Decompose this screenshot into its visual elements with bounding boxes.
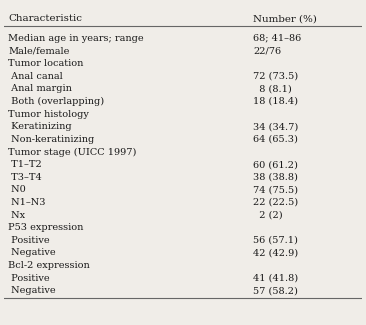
Text: N0: N0	[8, 185, 26, 194]
Text: Anal canal: Anal canal	[8, 72, 63, 81]
Text: 41 (41.8): 41 (41.8)	[253, 274, 298, 283]
Text: Tumor location: Tumor location	[8, 59, 83, 68]
Text: 56 (57.1): 56 (57.1)	[253, 236, 298, 245]
Text: P53 expression: P53 expression	[8, 223, 83, 232]
Text: Bcl-2 expression: Bcl-2 expression	[8, 261, 90, 270]
Text: 74 (75.5): 74 (75.5)	[253, 185, 298, 194]
Text: 8 (8.1): 8 (8.1)	[253, 84, 292, 93]
Text: 2 (2): 2 (2)	[253, 211, 283, 220]
Text: T3–T4: T3–T4	[8, 173, 42, 182]
Text: 72 (73.5): 72 (73.5)	[253, 72, 298, 81]
Text: Tumor stage (UICC 1997): Tumor stage (UICC 1997)	[8, 148, 137, 157]
Text: 57 (58.2): 57 (58.2)	[253, 286, 298, 295]
Text: Positive: Positive	[8, 236, 49, 245]
Text: 34 (34.7): 34 (34.7)	[253, 122, 298, 131]
Text: 42 (42.9): 42 (42.9)	[253, 249, 298, 257]
Text: 64 (65.3): 64 (65.3)	[253, 135, 298, 144]
Text: T1–T2: T1–T2	[8, 160, 42, 169]
Text: Negative: Negative	[8, 286, 56, 295]
Text: 22 (22.5): 22 (22.5)	[253, 198, 298, 207]
Text: Male/female: Male/female	[8, 46, 69, 56]
Text: Nx: Nx	[8, 211, 25, 220]
Text: Non-keratinizing: Non-keratinizing	[8, 135, 94, 144]
Text: Anal margin: Anal margin	[8, 84, 72, 93]
Text: N1–N3: N1–N3	[8, 198, 45, 207]
Text: Median age in years; range: Median age in years; range	[8, 34, 143, 43]
Text: 38 (38.8): 38 (38.8)	[253, 173, 298, 182]
Text: 68; 41–86: 68; 41–86	[253, 34, 301, 43]
Text: 22/76: 22/76	[253, 46, 281, 56]
Text: Characteristic: Characteristic	[8, 14, 82, 23]
Text: Negative: Negative	[8, 249, 56, 257]
Text: Tumor histology: Tumor histology	[8, 110, 89, 119]
Text: Keratinizing: Keratinizing	[8, 122, 72, 131]
Text: Positive: Positive	[8, 274, 49, 283]
Text: 18 (18.4): 18 (18.4)	[253, 97, 298, 106]
Text: Both (overlapping): Both (overlapping)	[8, 97, 104, 106]
Text: 60 (61.2): 60 (61.2)	[253, 160, 298, 169]
Text: Number (%): Number (%)	[253, 14, 317, 23]
